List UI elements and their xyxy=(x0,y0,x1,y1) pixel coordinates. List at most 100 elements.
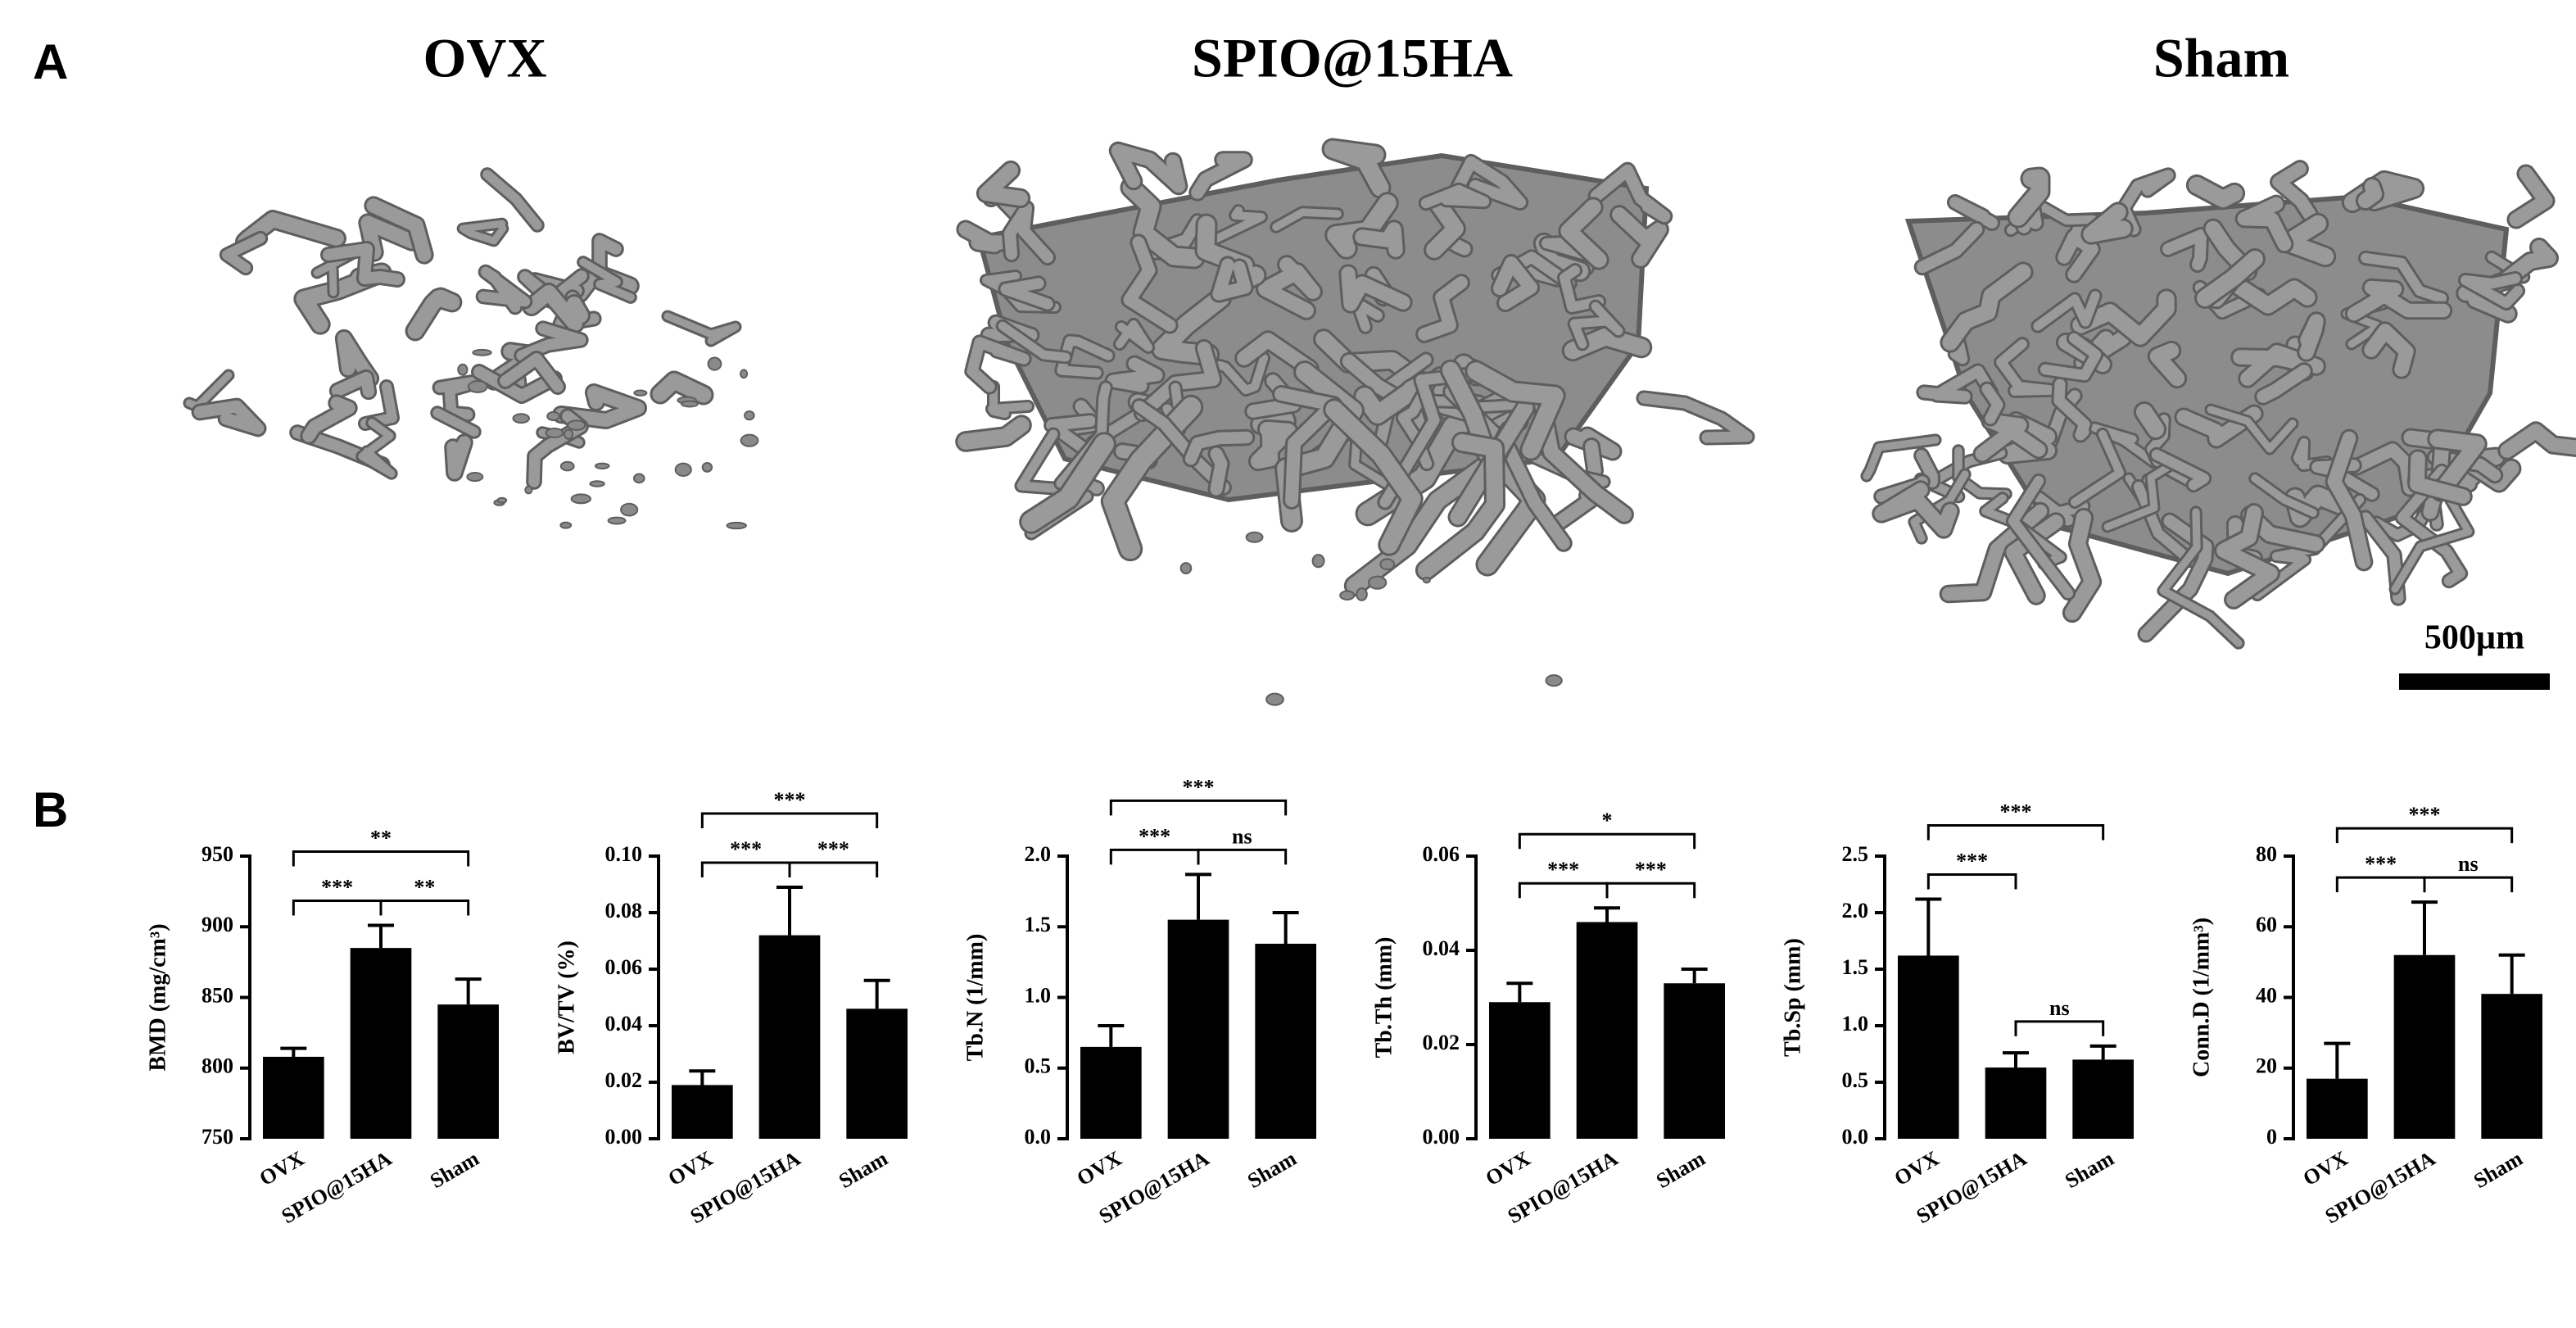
trabecula xyxy=(1560,199,1607,268)
error-bar xyxy=(1185,872,1211,920)
bar xyxy=(1080,1046,1142,1139)
error-bar xyxy=(1506,981,1533,1003)
y-tick-label: 0 xyxy=(2266,1125,2277,1149)
error-bar xyxy=(455,977,482,1005)
trabecula xyxy=(2272,162,2316,221)
trabecula xyxy=(2460,273,2524,309)
y-tick-label: 0.5 xyxy=(1025,1054,1052,1078)
trabecula xyxy=(2251,474,2317,517)
trabecula xyxy=(2064,510,2100,621)
trabecula xyxy=(2347,280,2451,321)
trabecula xyxy=(2397,465,2466,587)
trabecula xyxy=(1003,202,1054,264)
fragment xyxy=(457,363,469,376)
fragment xyxy=(1245,531,1264,543)
trabecula xyxy=(193,400,265,435)
significance-bracket xyxy=(292,850,470,867)
trabecula xyxy=(1981,383,2003,424)
fragment xyxy=(707,356,722,371)
trabecula xyxy=(2357,179,2383,209)
y-tick-label: 1.0 xyxy=(1025,983,1052,1007)
y-tick-label: 0.5 xyxy=(1842,1068,1869,1092)
trabecula xyxy=(1355,222,1403,257)
trabecula xyxy=(1057,336,1113,378)
trabecula xyxy=(1272,208,1342,231)
bar xyxy=(1255,943,1316,1139)
fragment xyxy=(1545,674,1563,687)
bar xyxy=(1664,983,1725,1139)
trabecula xyxy=(2103,463,2172,531)
fragment xyxy=(632,473,645,484)
fragment xyxy=(567,419,586,431)
y-axis-label: BV/TV (%) xyxy=(554,940,579,1054)
significance-label: *** xyxy=(774,788,806,812)
trabecula xyxy=(302,397,355,442)
bar xyxy=(263,1056,324,1139)
error-bar xyxy=(1594,906,1620,922)
trabecula xyxy=(221,233,266,274)
error-bar xyxy=(368,923,394,949)
trabecula xyxy=(482,170,542,230)
trabecula xyxy=(1379,369,1476,508)
trabecula xyxy=(1942,264,2031,351)
error-bar xyxy=(1272,911,1299,944)
trabecula xyxy=(2207,406,2297,453)
y-tick-label: 0.08 xyxy=(605,899,643,922)
trabecula xyxy=(1134,401,1229,493)
trabecula xyxy=(1638,392,1753,443)
bar xyxy=(1489,1002,1551,1139)
trabecula xyxy=(2224,274,2316,314)
trabecula xyxy=(2197,251,2263,306)
trabecula xyxy=(978,162,1029,206)
significance-label: *** xyxy=(730,837,762,861)
image-title: SPIO@15HA xyxy=(1192,27,1513,89)
error-bar xyxy=(2003,1051,2029,1068)
y-axis-label: Conn.D (1/mm³) xyxy=(2189,918,2214,1077)
trabecula xyxy=(2429,431,2485,500)
trabecula xyxy=(1446,237,1471,256)
fragment xyxy=(512,413,530,424)
y-tick-label: 0.02 xyxy=(1423,1031,1460,1054)
fragment xyxy=(1339,590,1356,601)
trabecula xyxy=(1324,140,1389,197)
trabecula xyxy=(1123,236,1176,332)
trabecula xyxy=(998,321,1071,362)
fragment xyxy=(674,462,692,477)
trabecula xyxy=(358,419,396,478)
trabecula xyxy=(2350,443,2416,495)
fragment xyxy=(472,348,492,356)
fragment xyxy=(1422,577,1431,584)
trabecula xyxy=(446,436,471,479)
panel-label: B xyxy=(33,782,68,837)
bar xyxy=(1898,955,1959,1139)
y-tick-label: 40 xyxy=(2256,983,2277,1007)
trabecula xyxy=(2033,291,2100,331)
trabecula xyxy=(2133,481,2196,566)
trabecula xyxy=(1492,256,1538,310)
bar xyxy=(2481,994,2542,1139)
bar xyxy=(1985,1067,2047,1139)
significance-label: ns xyxy=(1232,824,1252,848)
trabecula xyxy=(331,371,375,398)
image-title: Sham xyxy=(2153,27,2289,89)
trabecula xyxy=(2058,224,2098,281)
y-tick-label: 60 xyxy=(2256,913,2277,936)
significance-bracket xyxy=(1605,882,1696,899)
trabecula xyxy=(1237,333,1317,376)
scale-bar xyxy=(2399,673,2550,690)
y-axis-label: Tb.Th (mm) xyxy=(1371,937,1397,1058)
trabecula xyxy=(2257,365,2311,403)
significance-label: *** xyxy=(1183,775,1215,799)
y-tick-label: 0.04 xyxy=(1423,936,1460,960)
fragment xyxy=(1265,692,1284,706)
trabecula xyxy=(2252,495,2365,600)
significance-label: ns xyxy=(2049,996,2070,1020)
significance-label: *** xyxy=(2409,803,2441,827)
trabecula xyxy=(2410,451,2470,504)
error-bar xyxy=(1098,1024,1125,1047)
trabecula xyxy=(1115,320,1153,352)
trabecula xyxy=(432,408,479,437)
trabecula xyxy=(1451,156,1527,209)
trabecula xyxy=(2009,169,2049,226)
